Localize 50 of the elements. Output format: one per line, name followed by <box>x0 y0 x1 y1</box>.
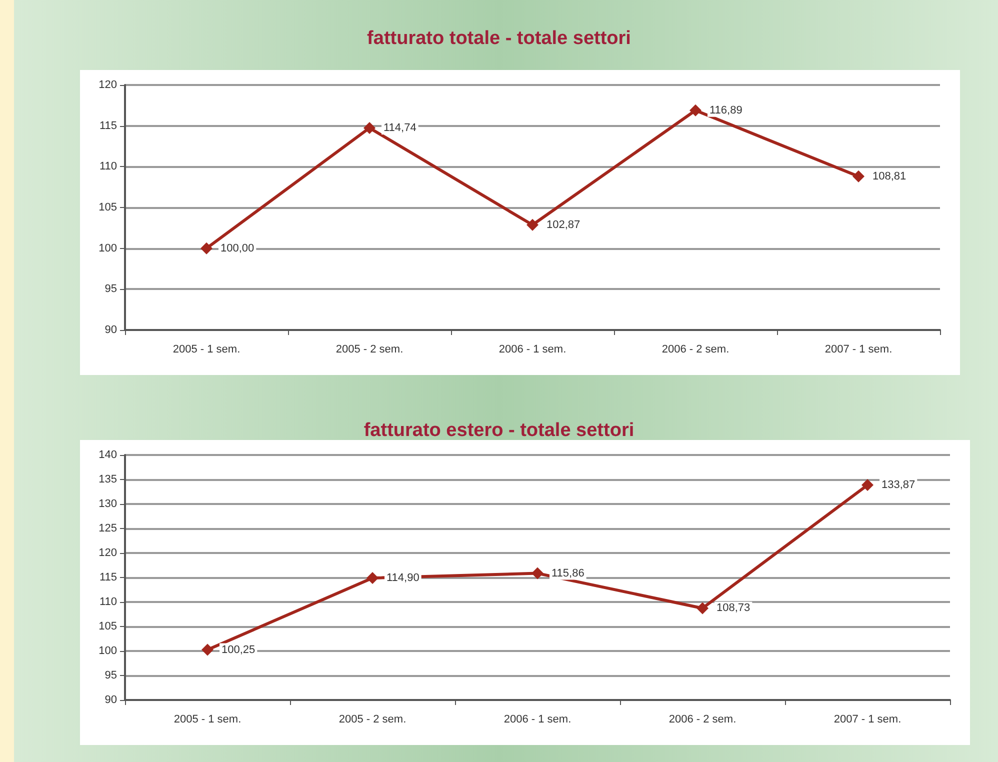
y-tick-label: 110 <box>99 596 117 608</box>
x-tick-label: 2007 - 1 sem. <box>824 344 892 356</box>
point <box>364 122 376 134</box>
y-tick-label: 120 <box>98 547 117 559</box>
data-label: 102,87 <box>546 218 580 231</box>
y-tick-label: 140 <box>98 449 117 461</box>
data-label: 108,73 <box>716 602 750 614</box>
y-tick-label: 115 <box>99 572 117 584</box>
y-tick-label: 115 <box>99 120 117 132</box>
x-tick-label: 2006 - 1 sem. <box>504 714 572 726</box>
x-tick-label: 2006 - 2 sem. <box>668 714 736 726</box>
point <box>852 170 864 182</box>
data-label: 108,81 <box>872 170 906 182</box>
chart-title: fatturato totale - totale settori <box>366 28 632 50</box>
point <box>366 572 378 584</box>
x-tick-label: 2005 - 2 sem. <box>336 344 404 356</box>
y-tick-label: 105 <box>98 202 117 214</box>
data-label: 100,00 <box>220 242 254 254</box>
x-tick-label: 2006 - 1 sem. <box>498 344 566 356</box>
y-tick-label: 135 <box>98 474 117 486</box>
y-tick-label: 100 <box>98 242 117 254</box>
y-tick-label: 95 <box>104 283 117 296</box>
data-label: 115,86 <box>552 567 584 580</box>
y-tick-label: 90 <box>104 694 117 706</box>
x-tick-label: 2005 - 1 sem. <box>172 344 240 356</box>
point <box>202 644 214 656</box>
y-tick-label: 110 <box>99 160 117 173</box>
point <box>690 104 702 116</box>
x-tick-label: 2007 - 1 sem. <box>834 714 902 726</box>
y-tick-label: 90 <box>104 324 117 336</box>
y-tick-label: 125 <box>98 522 117 534</box>
y-tick-label: 95 <box>104 670 117 682</box>
x-tick-label: 2005 - 1 sem. <box>174 714 242 726</box>
data-label: 133,87 <box>882 479 916 492</box>
data-label: 114,90 <box>386 572 420 584</box>
data-label: 116,89 <box>710 104 742 116</box>
point <box>200 242 212 254</box>
point <box>532 567 544 580</box>
y-tick-label: 100 <box>98 645 117 657</box>
point <box>862 479 874 492</box>
data-label: 114,74 <box>384 122 416 134</box>
y-tick-label: 120 <box>98 79 117 91</box>
y-tick-label: 130 <box>98 498 117 510</box>
point <box>526 218 538 231</box>
x-tick-label: 2006 - 2 sem. <box>662 344 730 356</box>
point <box>696 602 708 614</box>
data-label: 100,25 <box>222 644 256 656</box>
chart-title: fatturato estero - totale settori <box>362 420 636 442</box>
y-tick-label: 105 <box>98 620 117 632</box>
x-tick-label: 2005 - 2 sem. <box>338 714 406 726</box>
